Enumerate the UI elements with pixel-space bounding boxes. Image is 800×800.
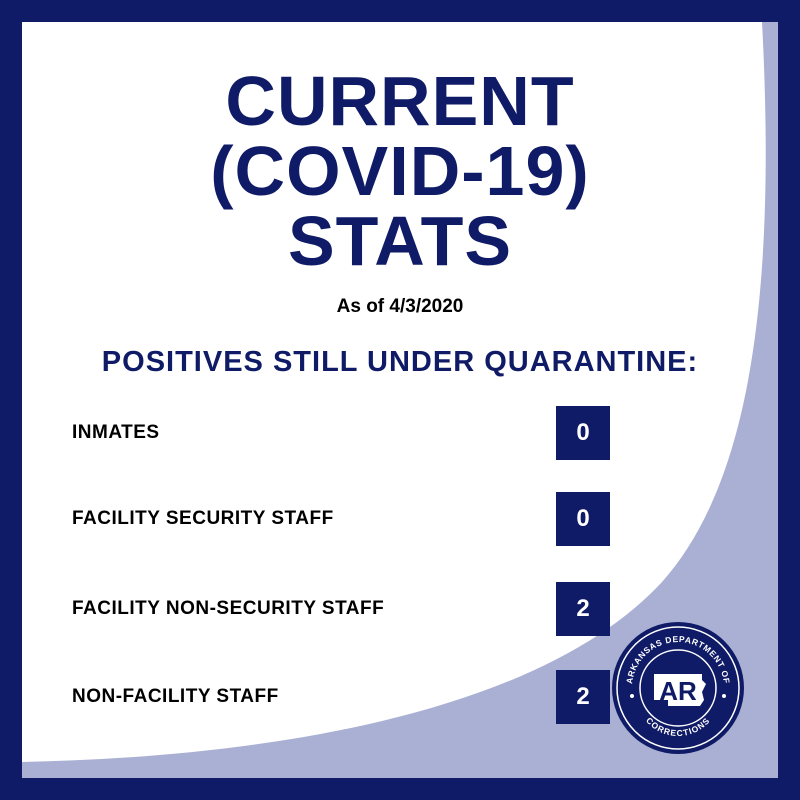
title-line-2: (COVID-19) [210,132,590,210]
stat-row-inmates: INMATES 0 [72,406,610,460]
seal-monogram: AR [659,676,697,706]
stat-label: FACILITY SECURITY STAFF [72,508,334,529]
stat-row-non-facility-staff: NON-FACILITY STAFF 2 [72,670,610,724]
page-title: CURRENT (COVID-19) STATS [22,66,778,276]
stat-value-box: 2 [556,670,610,724]
stat-label: FACILITY NON-SECURITY STAFF [72,598,385,619]
stat-label: INMATES [72,422,160,443]
department-seal-logo: ARKANSAS DEPARTMENT OF CORRECTIONS AR [612,622,744,754]
title-line-1: CURRENT [225,62,575,140]
as-of-date: As of 4/3/2020 [336,296,464,317]
stat-row-facility-security-staff: FACILITY SECURITY STAFF 0 [72,492,610,546]
stat-value-box: 0 [556,406,610,460]
stat-value-box: 2 [556,582,610,636]
stat-value-box: 0 [556,492,610,546]
section-heading: POSITIVES STILL UNDER QUARANTINE: [101,346,699,378]
title-line-3: STATS [287,202,513,280]
stat-row-facility-non-security-staff: FACILITY NON-SECURITY STAFF 2 [72,582,610,636]
stat-label: NON-FACILITY STAFF [72,686,279,707]
